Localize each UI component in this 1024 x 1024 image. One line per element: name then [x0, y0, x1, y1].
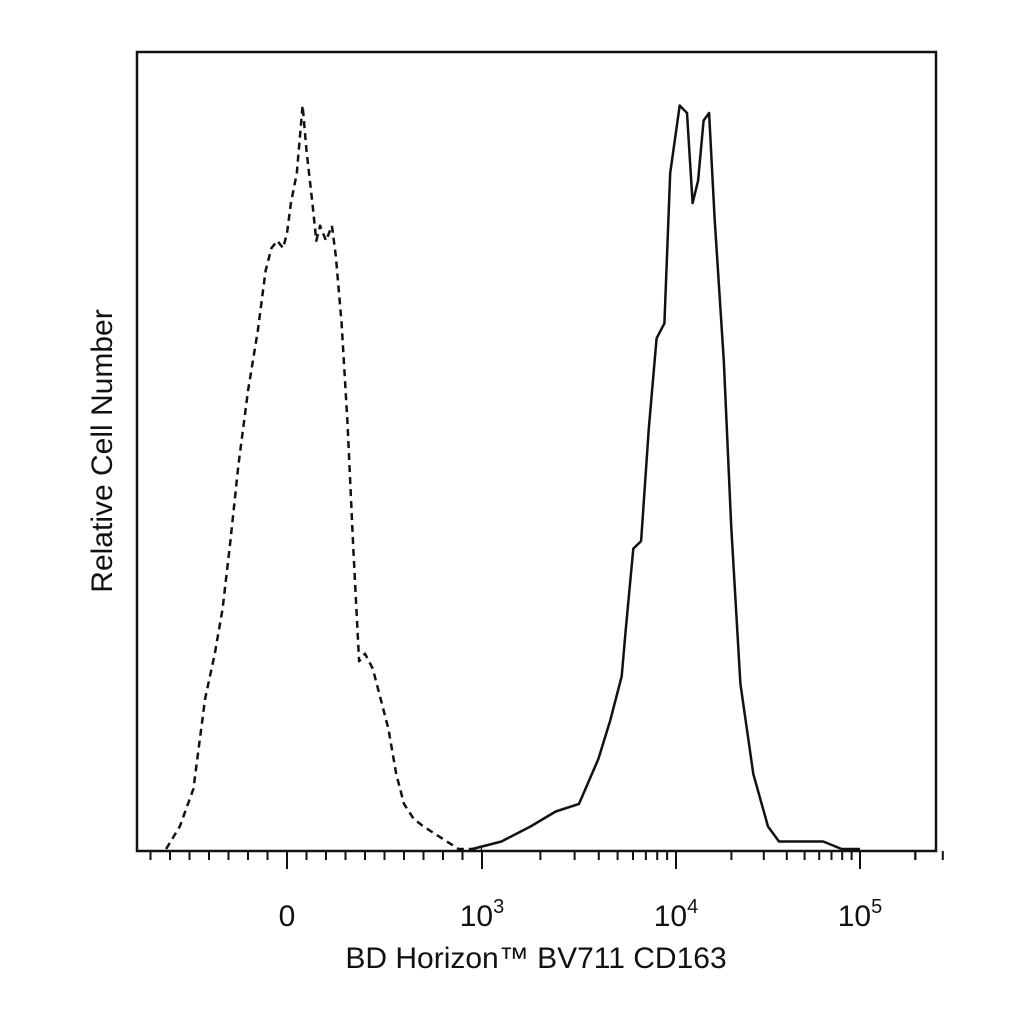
isotype-control-histogram-line: [165, 104, 482, 851]
x-axis-label: BD Horizon™ BV711 CD163: [345, 942, 726, 975]
series-layer: [165, 104, 860, 851]
plot-frame: [135, 50, 938, 853]
x-tick-label: 105: [838, 896, 883, 933]
x-tick-label: 103: [460, 896, 505, 933]
stained-sample-histogram-line: [471, 104, 860, 851]
x-tick-label: 0: [279, 900, 296, 933]
x-axis-ticks: [149, 851, 944, 869]
x-axis-tick-labels: 0 103 104 105: [279, 896, 883, 933]
x-tick-label: 104: [654, 896, 699, 933]
y-axis-label: Relative Cell Number: [86, 309, 119, 592]
